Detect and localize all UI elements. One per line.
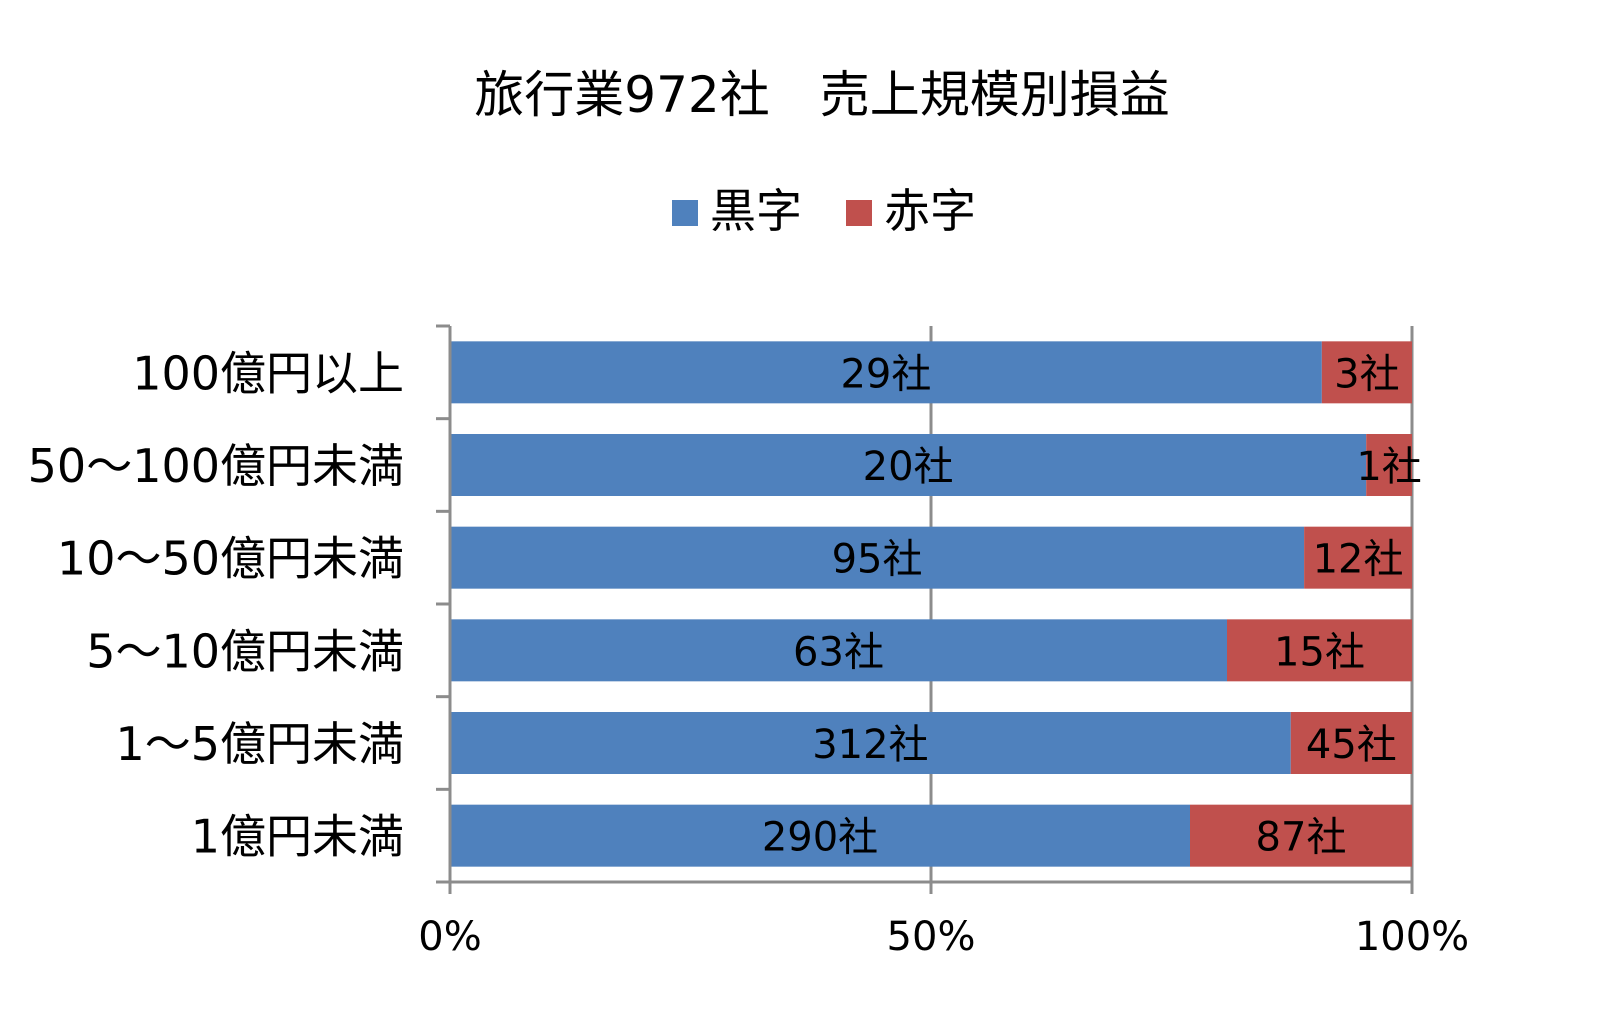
bar-2-1 (1321, 341, 1412, 404)
bar-1-2 (450, 434, 1367, 496)
category-label-6: 1億円未満 (191, 810, 404, 864)
legend-swatch-1 (672, 200, 698, 226)
legend: 黒字 赤字 (672, 184, 976, 238)
data-label-2-3: 12社 (1313, 537, 1404, 583)
data-label-2-2: 1社 (1356, 444, 1421, 490)
data-label-1-1: 29社 (840, 351, 931, 397)
gridlines (929, 326, 1414, 882)
legend-label-2: 赤字 (884, 184, 976, 238)
legend-label-1: 黒字 (710, 184, 802, 238)
x-tick-label-2: 50% (887, 914, 976, 960)
bars: 29社 3社 100億円以上 20社 1社 50〜100億円未満 95社 12社 10〜50億円… (28, 341, 1422, 867)
bar-2-6 (1190, 804, 1412, 867)
bar-1-3 (450, 526, 1305, 589)
x-tick-label-1: 0% (418, 914, 481, 960)
legend-swatch-2 (846, 200, 872, 226)
data-label-2-5: 45社 (1306, 722, 1397, 768)
data-label-1-3: 95社 (832, 537, 923, 583)
data-label-1-2: 20社 (863, 444, 954, 490)
category-label-4: 5〜10億円未満 (86, 624, 404, 678)
data-label-1-4: 63社 (793, 629, 884, 675)
bar-1-5 (450, 712, 1291, 774)
bar-2-5 (1290, 712, 1412, 774)
bar-1-1 (450, 341, 1322, 404)
category-label-1: 100億円以上 (132, 346, 404, 400)
data-label-2-4: 15社 (1274, 629, 1365, 675)
bar-2-4 (1227, 619, 1412, 682)
data-label-1-6: 290社 (762, 815, 878, 861)
axes: 0% 50% 100% (418, 324, 1469, 960)
data-label-1-5: 312社 (812, 722, 928, 768)
category-label-5: 1〜5億円未満 (115, 717, 404, 771)
data-label-2-1: 3社 (1334, 351, 1399, 397)
category-label-2: 50〜100億円未満 (28, 439, 404, 493)
bar-1-6 (450, 804, 1190, 867)
bar-2-2 (1366, 434, 1412, 496)
x-tick-label-3: 100% (1355, 914, 1469, 960)
bar-1-4 (450, 619, 1227, 682)
data-label-2-6: 87社 (1256, 815, 1347, 861)
chart-title: 旅行業972社 売上規模別損益 (474, 66, 1169, 124)
bar-2-3 (1304, 526, 1412, 589)
category-label-3: 10〜50億円未満 (57, 532, 404, 586)
